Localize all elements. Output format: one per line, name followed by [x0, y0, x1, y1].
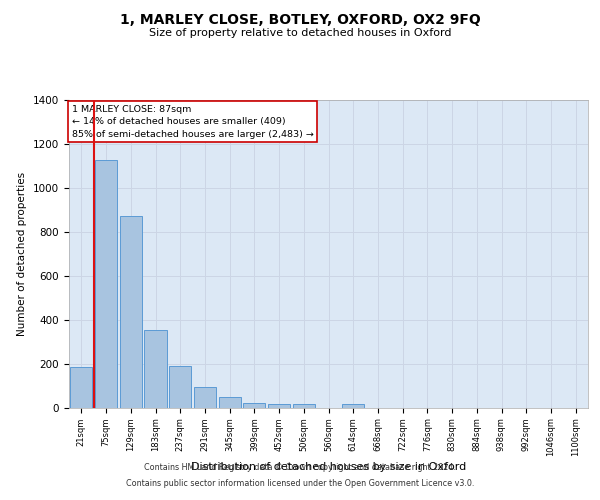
Bar [70, 367, 92, 408]
Text: Contains public sector information licensed under the Open Government Licence v3: Contains public sector information licen… [126, 478, 474, 488]
Text: Contains HM Land Registry data © Crown copyright and database right 2024.: Contains HM Land Registry data © Crown c… [144, 464, 456, 472]
Bar [145, 330, 167, 407]
Bar [218, 396, 241, 407]
X-axis label: Distribution of detached houses by size in Oxford: Distribution of detached houses by size … [191, 462, 466, 472]
Text: 1, MARLEY CLOSE, BOTLEY, OXFORD, OX2 9FQ: 1, MARLEY CLOSE, BOTLEY, OXFORD, OX2 9FQ [119, 12, 481, 26]
Bar [342, 404, 364, 407]
Bar [293, 404, 315, 407]
Bar [194, 386, 216, 407]
Text: 1 MARLEY CLOSE: 87sqm
← 14% of detached houses are smaller (409)
85% of semi-det: 1 MARLEY CLOSE: 87sqm ← 14% of detached … [71, 104, 313, 138]
Bar [119, 216, 142, 408]
Bar [95, 160, 117, 408]
Text: Size of property relative to detached houses in Oxford: Size of property relative to detached ho… [149, 28, 451, 38]
Y-axis label: Number of detached properties: Number of detached properties [17, 172, 28, 336]
Bar [169, 366, 191, 408]
Bar [268, 404, 290, 407]
Bar [243, 402, 265, 407]
